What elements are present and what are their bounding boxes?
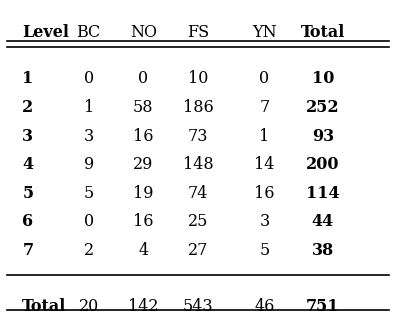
Text: 2: 2 xyxy=(22,99,34,116)
Text: BC: BC xyxy=(76,24,101,41)
Text: 114: 114 xyxy=(306,185,340,202)
Text: 7: 7 xyxy=(259,99,270,116)
Text: 252: 252 xyxy=(306,99,340,116)
Text: 3: 3 xyxy=(84,128,94,145)
Text: 0: 0 xyxy=(84,70,94,87)
Text: 0: 0 xyxy=(84,213,94,230)
Text: 10: 10 xyxy=(312,70,334,87)
Text: 16: 16 xyxy=(254,185,274,202)
Text: 73: 73 xyxy=(188,128,208,145)
Text: 27: 27 xyxy=(188,242,208,259)
Text: 142: 142 xyxy=(128,298,158,315)
Text: 1: 1 xyxy=(259,128,270,145)
Text: 16: 16 xyxy=(133,128,154,145)
Text: 543: 543 xyxy=(183,298,213,315)
Text: Total: Total xyxy=(301,24,345,41)
Text: 38: 38 xyxy=(312,242,334,259)
Text: 4: 4 xyxy=(22,156,33,173)
Text: 93: 93 xyxy=(312,128,334,145)
Text: 46: 46 xyxy=(254,298,274,315)
Text: 751: 751 xyxy=(306,298,340,315)
Text: 44: 44 xyxy=(312,213,334,230)
Text: 5: 5 xyxy=(259,242,270,259)
Text: 9: 9 xyxy=(84,156,94,173)
Text: 7: 7 xyxy=(22,242,33,259)
Text: FS: FS xyxy=(187,24,209,41)
Text: YN: YN xyxy=(252,24,277,41)
Text: Total: Total xyxy=(22,298,67,315)
Text: 3: 3 xyxy=(259,213,270,230)
Text: 1: 1 xyxy=(84,99,94,116)
Text: 25: 25 xyxy=(188,213,208,230)
Text: 5: 5 xyxy=(84,185,94,202)
Text: 3: 3 xyxy=(22,128,33,145)
Text: 5: 5 xyxy=(22,185,33,202)
Text: 58: 58 xyxy=(133,99,154,116)
Text: 186: 186 xyxy=(183,99,213,116)
Text: Level: Level xyxy=(22,24,69,41)
Text: 0: 0 xyxy=(259,70,269,87)
Text: NO: NO xyxy=(130,24,157,41)
Text: 16: 16 xyxy=(133,213,154,230)
Text: 4: 4 xyxy=(138,242,148,259)
Text: 74: 74 xyxy=(188,185,208,202)
Text: 1: 1 xyxy=(22,70,34,87)
Text: 2: 2 xyxy=(84,242,94,259)
Text: 10: 10 xyxy=(188,70,208,87)
Text: 148: 148 xyxy=(183,156,213,173)
Text: 29: 29 xyxy=(133,156,154,173)
Text: 200: 200 xyxy=(306,156,340,173)
Text: 14: 14 xyxy=(254,156,274,173)
Text: 6: 6 xyxy=(22,213,33,230)
Text: 19: 19 xyxy=(133,185,154,202)
Text: 0: 0 xyxy=(138,70,148,87)
Text: 20: 20 xyxy=(78,298,99,315)
